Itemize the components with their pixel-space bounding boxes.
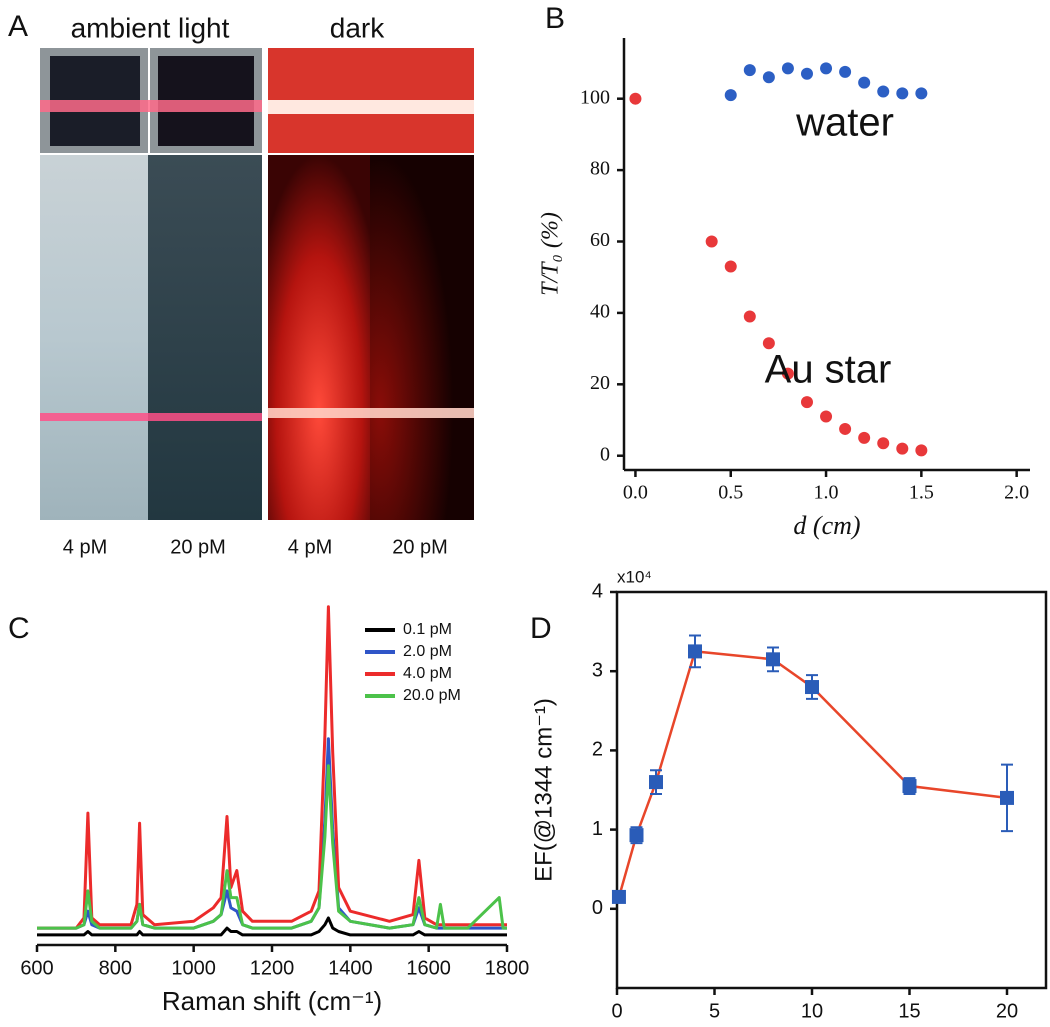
y-tick-label: 0 [592, 897, 603, 919]
sample-label: 4 pM [63, 536, 107, 558]
y-tick-label: 80 [590, 158, 610, 180]
x-tick-label: 1.5 [909, 482, 934, 504]
data-marker [649, 775, 663, 790]
x-tick-label: 800 [99, 957, 132, 979]
spectrum-line [37, 764, 507, 930]
x-tick-label: 1800 [485, 957, 530, 979]
x-tick-label: 1.0 [814, 482, 839, 504]
x-tick-label: 0 [611, 1000, 622, 1022]
y-tick-label: 2 [592, 739, 603, 761]
photo-ambient-cuvette-4 [40, 155, 148, 520]
x-tick-label: 20 [996, 1000, 1018, 1022]
legend-label: 2.0 pM [403, 643, 452, 660]
axis-multiplier: x10⁴ [617, 567, 652, 586]
data-marker [688, 644, 702, 659]
data-point [877, 85, 890, 98]
data-point [705, 235, 718, 248]
data-marker [629, 828, 644, 843]
data-point [839, 422, 852, 435]
y-tick-label: 100 [580, 86, 610, 108]
x-tick-label: 15 [898, 1000, 920, 1022]
y-tick-label: 60 [590, 229, 610, 251]
x-axis-title: d (cm) [793, 511, 860, 540]
data-marker [1000, 790, 1014, 805]
x-tick-label: 5 [709, 1000, 720, 1022]
legend-label: 0.1 pM [403, 621, 452, 638]
data-point [800, 67, 813, 80]
x-tick-label: 1600 [406, 957, 451, 979]
x-tick-label: 1400 [328, 957, 373, 979]
spectrum-line [37, 605, 507, 930]
data-marker [611, 889, 626, 904]
x-tick-label: 10 [801, 1000, 823, 1022]
data-point [724, 89, 737, 102]
sample-label: 4 pM [288, 536, 332, 558]
data-point [781, 367, 794, 380]
x-tick-label: 0.5 [718, 482, 743, 504]
laser-beam [40, 413, 262, 421]
laser-beam [40, 100, 262, 112]
data-point [896, 87, 909, 100]
x-tick-label: 2.0 [1004, 482, 1029, 504]
legend-label: 4.0 pM [403, 665, 452, 682]
data-point [629, 92, 642, 105]
data-point [743, 64, 756, 77]
data-point [858, 431, 871, 444]
y-tick-label: 1 [592, 818, 603, 840]
data-marker [766, 652, 780, 667]
laser-beam [268, 408, 474, 418]
data-marker [805, 680, 819, 695]
spectrum-line [37, 916, 507, 937]
spectrum-line [37, 737, 507, 930]
data-point [820, 410, 833, 423]
data-point [743, 310, 756, 323]
photo-caption: ambient light [71, 12, 230, 43]
data-point [762, 337, 775, 350]
data-point [915, 87, 928, 100]
x-tick-label: 600 [20, 957, 53, 979]
y-tick-label: 3 [592, 659, 603, 681]
photo-panel: A ambient light dark 4 pM 20 pM 4 pM 20 … [8, 10, 474, 558]
photo-dark-cuvette-4 [268, 155, 370, 520]
y-tick-label: 40 [590, 301, 610, 323]
y-tick-label: 4 [592, 580, 603, 602]
data-point [800, 396, 813, 409]
data-marker [902, 779, 917, 794]
photo-caption: dark [330, 12, 385, 43]
panel-label: C [8, 612, 30, 645]
data-point [915, 444, 928, 457]
data-point [839, 65, 852, 78]
photo-dark-cuvette-20 [370, 155, 474, 520]
x-tick-label: 1200 [250, 957, 295, 979]
panel-label: D [530, 612, 552, 645]
data-point [877, 437, 890, 450]
data-point [820, 62, 833, 75]
photo-ambient-cuvette-20 [148, 155, 262, 520]
series-label: Au star [765, 348, 892, 392]
x-tick-label: 0.0 [623, 482, 648, 504]
panel-label: B [545, 2, 565, 35]
y-tick-label: 0 [600, 443, 610, 465]
y-tick-label: 20 [590, 372, 610, 394]
plot-frame [615, 590, 1048, 990]
x-tick-label: 1000 [171, 957, 216, 979]
sample-label: 20 pM [392, 536, 448, 558]
data-point [896, 442, 909, 455]
panel-label: A [8, 10, 28, 43]
x-axis-title: Raman shift (cm⁻¹) [162, 986, 382, 1016]
data-point [858, 76, 871, 89]
y-axis-title: T/T₀ (%) [538, 212, 564, 296]
laser-beam [268, 100, 474, 114]
data-point [724, 260, 737, 273]
data-point [762, 71, 775, 84]
sample-label: 20 pM [170, 536, 226, 558]
data-point [781, 62, 794, 75]
series-label: water [795, 101, 894, 145]
y-axis-title: EF(@1344 cm⁻¹) [530, 698, 557, 882]
legend-label: 20.0 pM [403, 687, 461, 704]
